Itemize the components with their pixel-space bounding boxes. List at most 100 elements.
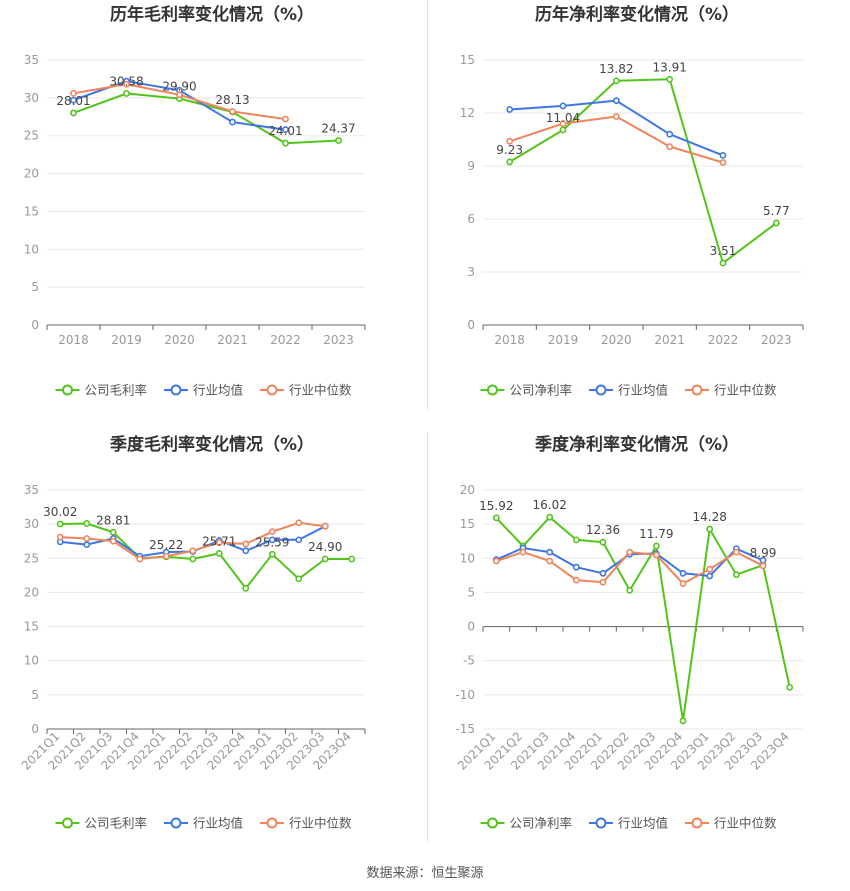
- point-company: [295, 575, 303, 583]
- point-industry-avg: [572, 563, 580, 571]
- y-tick-label: 20: [460, 483, 475, 497]
- legend-marker: [595, 817, 607, 829]
- x-tick-label: 2022: [708, 333, 739, 347]
- data-label: 28.13: [215, 93, 249, 107]
- point-company: [335, 137, 342, 144]
- data-label: 25.59: [255, 535, 289, 549]
- legend-item-industry-avg: 行业均值: [589, 816, 668, 831]
- legend-item-industry-avg: 行业均值: [589, 383, 668, 398]
- point-company: [189, 555, 197, 563]
- point-company: [679, 717, 687, 725]
- point-industry-avg: [666, 130, 674, 138]
- point-industry-median: [56, 533, 64, 541]
- legend-item-industry-median: 行业中位数: [260, 816, 352, 831]
- data-label: 13.82: [599, 62, 633, 76]
- point-industry-median: [109, 537, 117, 545]
- y-tick-label: 0: [467, 620, 475, 634]
- legend-item-industry-avg: 行业均值: [164, 816, 243, 831]
- series-line-industry-avg: [509, 99, 724, 157]
- data-label: 24.90: [308, 540, 342, 554]
- y-tick-label: 5: [31, 688, 39, 702]
- point-industry-median: [626, 548, 634, 556]
- point-company: [626, 586, 634, 594]
- point-company: [83, 520, 91, 527]
- point-industry-median: [83, 535, 91, 542]
- chart-title: 历年净利率变化情况（%）: [535, 4, 739, 25]
- point-industry-avg: [229, 118, 236, 126]
- point-industry-avg: [268, 536, 276, 544]
- legend-item-industry-median: 行业中位数: [685, 383, 777, 398]
- point-industry-median: [176, 91, 183, 99]
- y-tick-label: 9: [467, 159, 475, 173]
- divider: [427, 432, 428, 842]
- point-industry-avg: [706, 572, 714, 580]
- point-industry-median: [268, 528, 276, 536]
- y-tick-label: -10: [455, 688, 475, 702]
- point-company: [666, 75, 674, 83]
- point-company: [706, 525, 714, 533]
- point-company: [492, 514, 500, 522]
- point-industry-median: [666, 143, 674, 150]
- x-tick-label: 2021: [654, 333, 685, 347]
- point-industry-avg: [295, 536, 303, 544]
- point-industry-median: [162, 552, 170, 560]
- point-industry-median: [229, 108, 236, 115]
- y-tick-label: 6: [467, 212, 475, 226]
- chart-annual-gross-margin: 历年毛利率变化情况（%） 0 5 10 15 20 25 30 35 2018 2019 2020 20…: [0, 0, 425, 430]
- point-industry-avg: [506, 106, 514, 113]
- legend-label: 行业中位数: [289, 816, 352, 831]
- legend-item-industry-avg: 行业均值: [164, 383, 243, 398]
- point-company: [321, 555, 329, 563]
- legend-label: 公司毛利率: [85, 816, 148, 831]
- point-industry-median: [123, 80, 130, 88]
- point-industry-avg: [83, 541, 91, 549]
- y-tick-label: -15: [455, 722, 475, 736]
- y-tick-label: 25: [24, 551, 39, 565]
- legend-label: 行业中位数: [714, 816, 777, 831]
- x-tick-label: 2023: [323, 333, 354, 347]
- y-tick-label: 0: [31, 318, 39, 332]
- y-tick-label: 5: [31, 280, 39, 294]
- point-industry-avg: [679, 569, 687, 577]
- point-industry-median: [612, 113, 620, 120]
- y-tick-label: 30: [24, 517, 39, 531]
- point-company: [506, 158, 514, 166]
- point-industry-median: [492, 557, 500, 565]
- point-industry-median: [572, 576, 580, 584]
- point-company: [70, 109, 77, 117]
- data-label: 30.58: [109, 74, 143, 88]
- point-industry-median: [732, 548, 740, 556]
- legend-marker: [691, 817, 703, 829]
- legend-item-industry-median: 行业中位数: [260, 383, 352, 398]
- data-label: 8.99: [750, 546, 777, 560]
- point-industry-median: [242, 540, 250, 548]
- point-industry-median: [70, 89, 77, 97]
- legend-label: 行业均值: [193, 816, 243, 831]
- chart-svg: 历年净利率变化情况（%） 0 3 6 9 12 15 2018 2019 2020 2021 2022…: [460, 4, 804, 398]
- legend-label: 行业中位数: [289, 383, 352, 398]
- data-label: 13.91: [652, 60, 686, 74]
- y-tick-label: 25: [24, 129, 39, 143]
- point-company: [546, 513, 554, 521]
- data-label: 11.79: [639, 527, 673, 541]
- point-company: [282, 139, 289, 147]
- chart-title: 历年毛利率变化情况（%）: [110, 4, 314, 25]
- point-company: [612, 77, 620, 85]
- chart-svg: 季度净利率变化情况（%）-15-10-5051015202021Q12021Q2…: [455, 434, 804, 831]
- legend-marker: [62, 817, 73, 829]
- point-company: [123, 90, 130, 97]
- point-company: [732, 571, 740, 579]
- series-line-company: [60, 522, 352, 590]
- data-label: 14.28: [692, 510, 726, 524]
- point-company: [599, 538, 607, 546]
- x-tick-label: 2022: [270, 333, 301, 347]
- y-tick-label: 20: [24, 167, 39, 181]
- point-industry-avg: [559, 102, 567, 110]
- data-label: 9.23: [496, 143, 523, 157]
- point-industry-median: [559, 120, 567, 127]
- point-industry-median: [599, 578, 607, 586]
- legend-marker: [266, 384, 278, 396]
- legend-label: 行业均值: [193, 383, 243, 398]
- point-industry-median: [215, 539, 223, 546]
- chart-annual-net-margin: 历年净利率变化情况（%） 0 3 6 9 12 15 2018 2019 2020 2021 2022…: [425, 0, 850, 430]
